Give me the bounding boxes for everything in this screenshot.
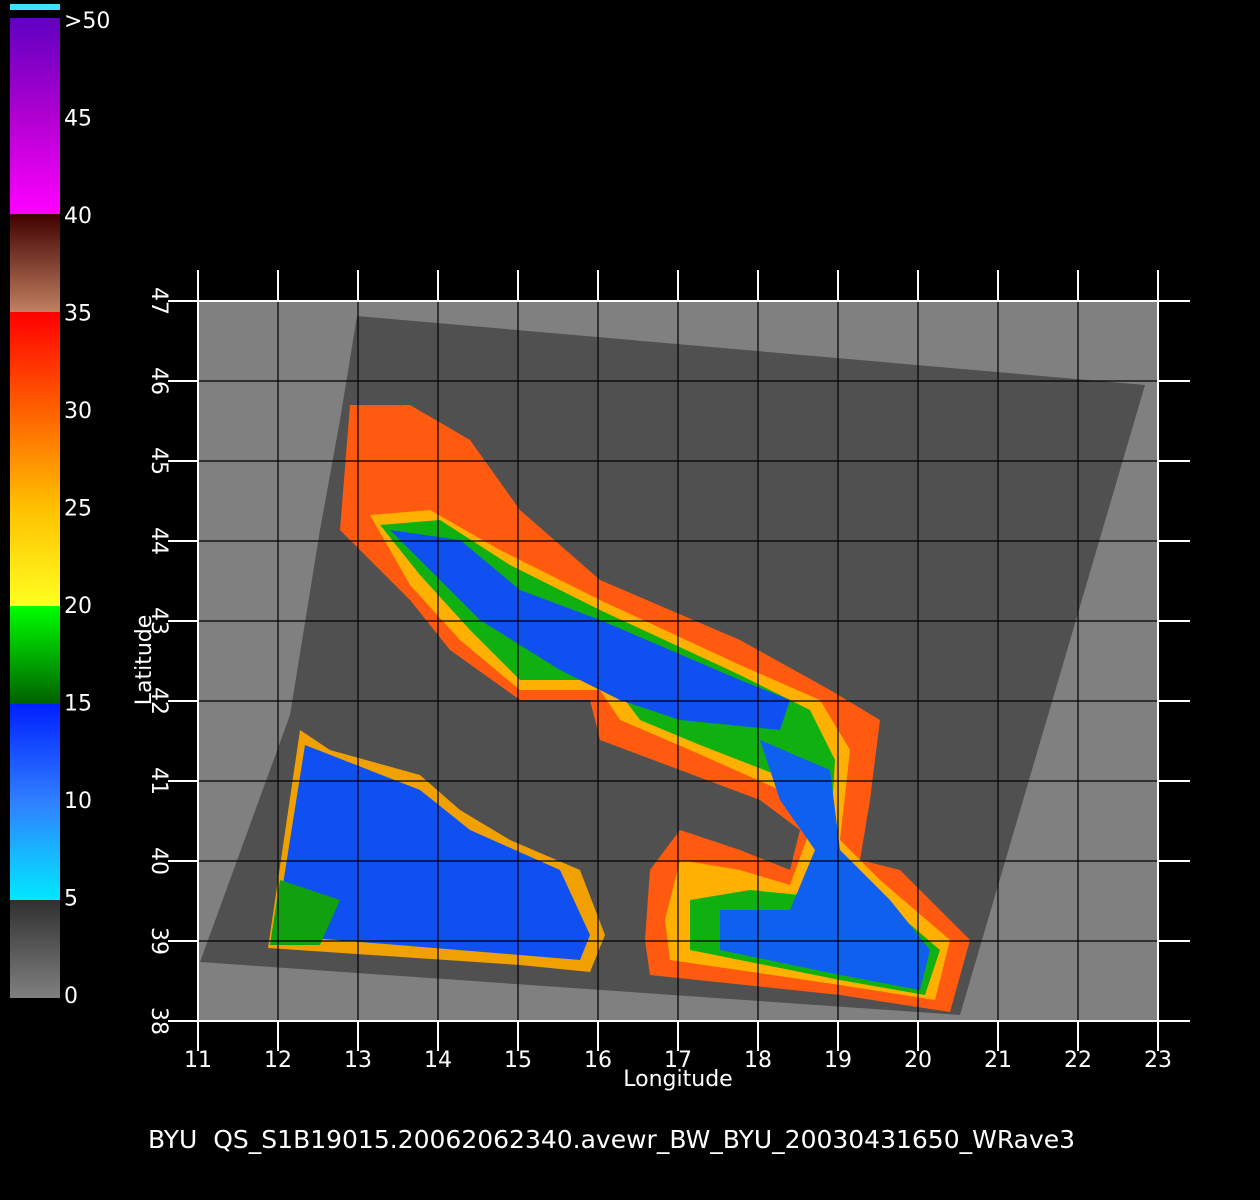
wind-low-north [390,530,790,730]
colorbar-label: 5 [64,887,78,912]
wind-west [275,745,590,960]
colorbar-label: 25 [64,497,92,522]
x-tick-label: 19 [824,1048,852,1073]
x-tick-label: 18 [744,1048,772,1073]
x-tick-label: 22 [1064,1048,1092,1073]
y-tick-label: 39 [146,927,171,955]
caption: BYU QS_S1B19015.20062062340.avewr_BW_BYU… [148,1125,1075,1154]
x-tick-label: 23 [1144,1048,1172,1073]
plot-frame [197,300,1159,1022]
y-tick-label: 43 [146,607,171,635]
y-tick-label: 38 [146,1007,171,1035]
y-tick-label: 40 [146,847,171,875]
colorbar-label: 0 [64,984,78,1009]
x-tick-label: 16 [584,1048,612,1073]
colorbar-label: 20 [64,594,92,619]
colorbar-cap [10,4,60,10]
x-tick-label: 21 [984,1048,1012,1073]
colorbar-label: 35 [64,302,92,327]
y-tick-label: 42 [146,687,171,715]
x-tick-label: 13 [344,1048,372,1073]
colorbar [10,18,60,998]
y-tick-label: 47 [146,287,171,315]
colorbar-label: 30 [64,399,92,424]
x-tick-label: 15 [504,1048,532,1073]
colorbar-label: 15 [64,692,92,717]
colorbar-label: 10 [64,789,92,814]
y-axis-label: Latitude [132,615,157,706]
colorbar-label: 40 [64,204,92,229]
x-tick-label: 14 [424,1048,452,1073]
x-axis-label: Longitude [623,1067,732,1092]
wind-west-green [270,880,340,945]
wind-low-south [720,740,930,990]
colorbar-label: >50 [64,9,110,34]
x-tick-label: 20 [904,1048,932,1073]
x-tick-label: 11 [184,1048,212,1073]
x-tick-label: 12 [264,1048,292,1073]
colorbar-label: 45 [64,107,92,132]
y-tick-label: 41 [146,767,171,795]
y-tick-label: 44 [146,527,171,555]
x-tick-label: 17 [664,1048,692,1073]
y-tick-label: 46 [146,367,171,395]
y-tick-label: 45 [146,447,171,475]
